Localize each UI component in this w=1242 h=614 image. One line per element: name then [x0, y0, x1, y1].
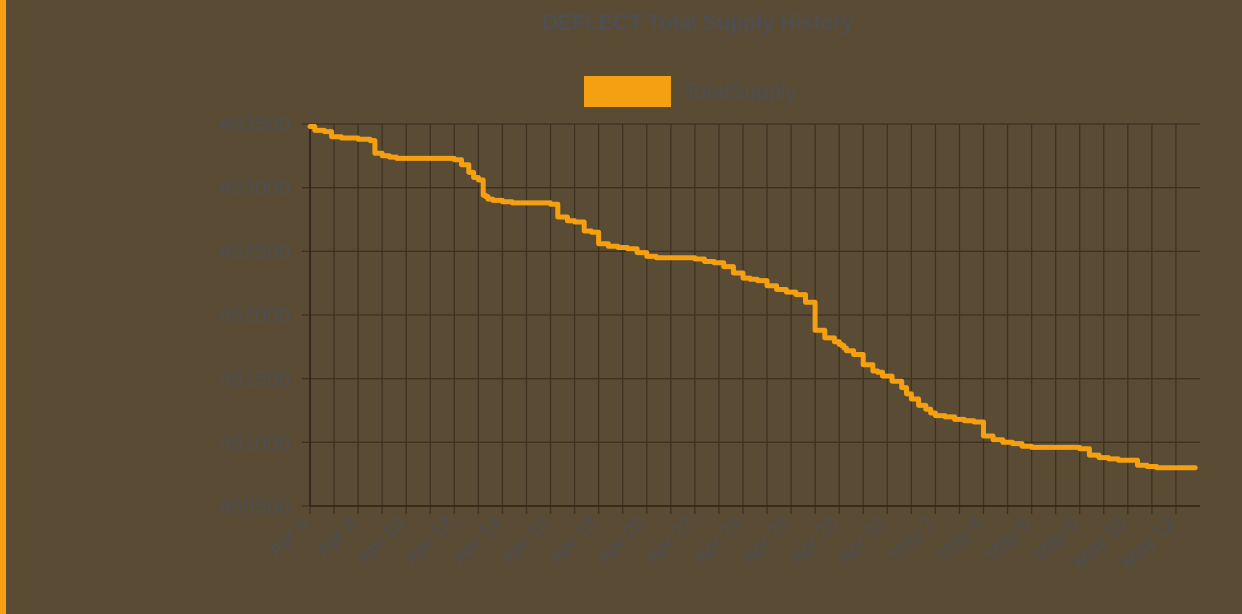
x-tick-label: Apr 24: [689, 512, 746, 569]
y-tick-label: 463500: [220, 113, 290, 136]
x-tick-label: Apr 26: [737, 512, 794, 569]
x-tick-label: May 6: [981, 512, 1035, 566]
grid-lines: [302, 123, 1200, 514]
y-tick-label: 462000: [220, 304, 290, 327]
x-tick-label: Apr 6: [264, 512, 313, 561]
x-tick-label: Apr 12: [401, 512, 458, 569]
series-totalsupply: [307, 124, 1198, 471]
legend-swatch-totalsupply[interactable]: [584, 76, 671, 107]
chart-title: DEFLECT Total Supply History: [542, 10, 854, 35]
x-tick-label: Apr 16: [497, 512, 554, 569]
legend[interactable]: TotalSupply: [584, 76, 797, 107]
x-tick-label: May 4: [933, 512, 987, 566]
y-tick-label: 462500: [220, 240, 290, 263]
x-tick-label: Apr 20: [593, 512, 650, 569]
y-tick-label: 461500: [220, 368, 290, 391]
x-tick-label: Apr 18: [545, 512, 602, 569]
y-tick-label: 460500: [220, 495, 290, 518]
x-tick-label: Apr 22: [641, 512, 698, 569]
x-tick-label: Apr 14: [449, 512, 506, 569]
series-line-totalsupply[interactable]: [307, 124, 1198, 471]
y-tick-label: 461000: [220, 431, 290, 454]
x-tick-label: May 12: [1118, 512, 1180, 574]
y-axis-ticks: 463500 463000 462500 462000 461500 461000 4605…: [220, 113, 290, 518]
x-tick-label: Apr 30: [834, 512, 891, 569]
x-tick-label: Apr 28: [785, 512, 842, 569]
y-tick-label: 463000: [220, 177, 290, 200]
x-tick-label: Apr 10: [353, 512, 410, 569]
x-tick-label: May 2: [885, 512, 939, 566]
x-tick-label: May 10: [1069, 512, 1131, 574]
legend-label-totalsupply[interactable]: TotalSupply: [683, 78, 797, 104]
left-accent-border: [0, 0, 6, 614]
